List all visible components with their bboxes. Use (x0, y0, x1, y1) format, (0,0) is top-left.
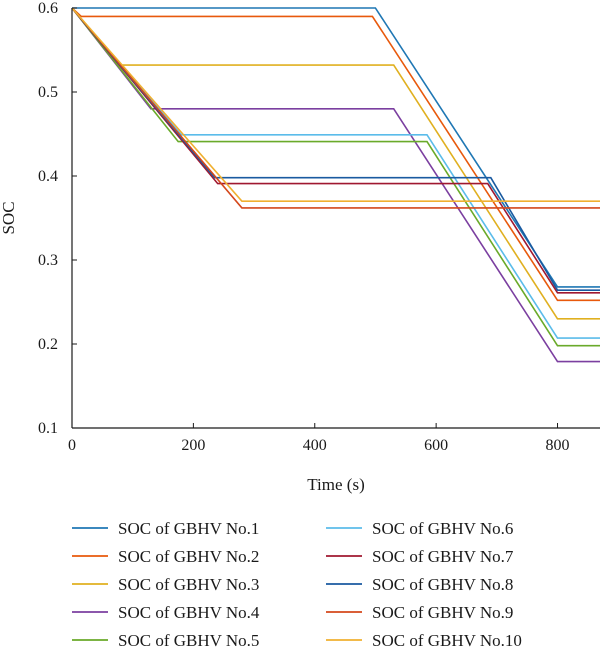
legend-label: SOC of GBHV No.6 (372, 519, 513, 538)
legend-item: SOC of GBHV No.4 (72, 603, 260, 622)
series-line-5 (71, 7, 600, 347)
legend-label: SOC of GBHV No.8 (372, 575, 513, 594)
series-line-9 (71, 7, 600, 209)
series-line-4 (71, 7, 600, 363)
legend-item: SOC of GBHV No.5 (72, 631, 259, 648)
legend: SOC of GBHV No.1 SOC of GBHV No.2 SOC of G… (72, 519, 522, 648)
series-line-3 (71, 7, 600, 320)
y-tick-label: 0.4 (38, 168, 58, 185)
y-tick-label: 0.5 (38, 84, 58, 101)
legend-item: SOC of GBHV No.3 (72, 575, 259, 594)
legend-item: SOC of GBHV No.1 (72, 519, 259, 538)
series-line-7 (71, 7, 600, 294)
x-axis-label: Time (s) (307, 475, 364, 494)
legend-label: SOC of GBHV No.7 (372, 547, 514, 566)
y-tick-label: 0.2 (38, 336, 58, 353)
legend-item: SOC of GBHV No.7 (326, 547, 514, 566)
legend-item: SOC of GBHV No.10 (326, 631, 522, 648)
series-layer (71, 7, 600, 363)
series-line-2 (71, 7, 600, 302)
legend-label: SOC of GBHV No.5 (118, 631, 259, 648)
legend-label: SOC of GBHV No.3 (118, 575, 259, 594)
x-tick-label: 0 (68, 437, 76, 454)
x-tick-label: 800 (546, 437, 570, 454)
legend-label: SOC of GBHV No.10 (372, 631, 522, 648)
y-tick-label: 0.6 (38, 0, 58, 17)
y-tick-label: 0.3 (38, 252, 58, 269)
x-tick-label: 400 (303, 437, 327, 454)
legend-label: SOC of GBHV No.4 (118, 603, 260, 622)
legend-label: SOC of GBHV No.2 (118, 547, 259, 566)
y-axis-label: SOC (0, 201, 18, 234)
series-line-1 (72, 7, 600, 288)
y-tick-label: 0.1 (38, 420, 58, 437)
legend-label: SOC of GBHV No.9 (372, 603, 513, 622)
series-line-8 (71, 7, 600, 292)
axes-layer: 0 200 400 600 800 0.1 0.2 0.3 0.4 0.5 0.6 (38, 0, 600, 454)
legend-item: SOC of GBHV No.2 (72, 547, 259, 566)
legend-item: SOC of GBHV No.8 (326, 575, 513, 594)
series-line-10 (71, 7, 600, 202)
legend-item: SOC of GBHV No.6 (326, 519, 513, 538)
legend-label: SOC of GBHV No.1 (118, 519, 259, 538)
x-tick-label: 600 (424, 437, 448, 454)
x-tick-label: 200 (181, 437, 205, 454)
legend-item: SOC of GBHV No.9 (326, 603, 513, 622)
